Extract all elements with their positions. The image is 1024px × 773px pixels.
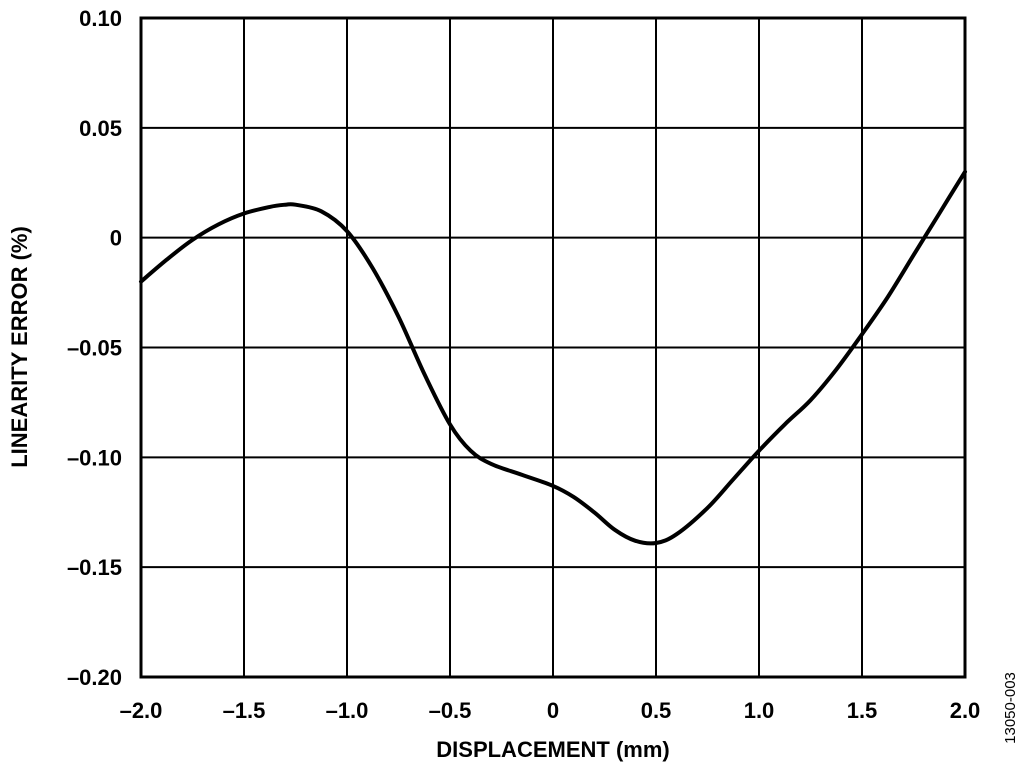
y-tick-label: 0.10 — [79, 6, 122, 31]
x-tick-label: 2.0 — [950, 698, 981, 723]
x-tick-label: –2.0 — [120, 698, 163, 723]
y-axis-ticks: 0.10 0.05 0 –0.05 –0.10 –0.15 –0.20 — [67, 6, 122, 690]
x-tick-label: 0.5 — [641, 698, 672, 723]
figure-id: 13050-003 — [1002, 672, 1019, 744]
x-tick-label: 0 — [547, 698, 559, 723]
x-axis-label: DISPLACEMENT (mm) — [436, 737, 669, 762]
linearity-error-curve — [139, 169, 967, 546]
y-tick-label: –0.15 — [67, 555, 122, 580]
x-tick-label: 1.0 — [744, 698, 775, 723]
y-tick-label: –0.20 — [67, 665, 122, 690]
grid-lines — [140, 17, 966, 678]
y-tick-label: –0.05 — [67, 336, 122, 361]
x-tick-label: –1.0 — [326, 698, 369, 723]
x-tick-label: –1.5 — [223, 698, 266, 723]
x-tick-label: 1.5 — [847, 698, 878, 723]
plot-frame — [139, 16, 967, 679]
y-tick-label: –0.10 — [67, 445, 122, 470]
x-axis-ticks: –2.0 –1.5 –1.0 –0.5 0 0.5 1.0 1.5 2.0 — [120, 698, 981, 723]
x-tick-label: –0.5 — [429, 698, 472, 723]
y-axis-label: LINEARITY ERROR (%) — [7, 226, 32, 468]
y-tick-label: 0 — [110, 226, 122, 251]
y-tick-label: 0.05 — [79, 116, 122, 141]
